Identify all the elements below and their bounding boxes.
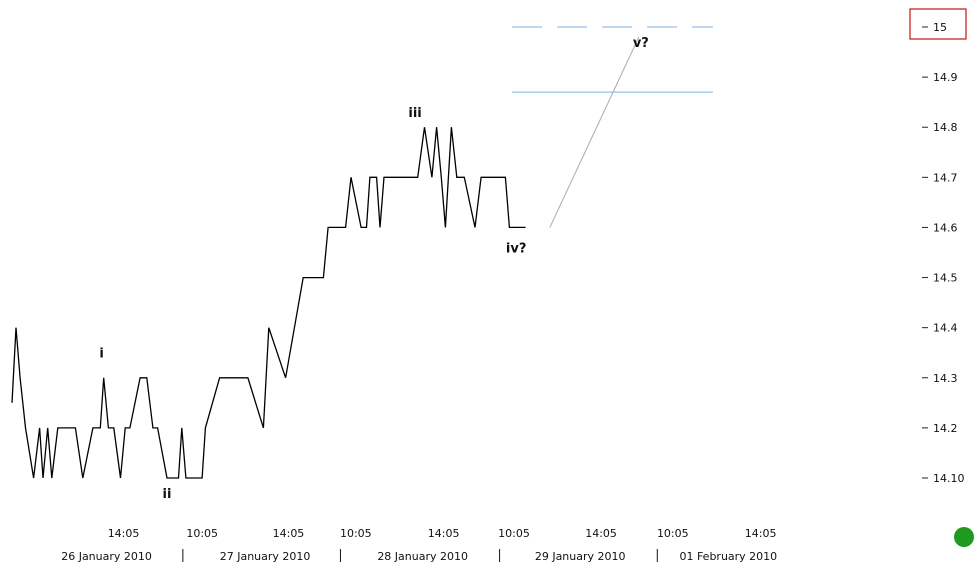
price-series [11,127,526,479]
x-time-label: 10:05 [340,527,372,540]
x-time-label: 10:05 [498,527,530,540]
x-date-label: 01 February 2010 [679,550,777,563]
x-time-label: 14:05 [108,527,140,540]
x-date-label: 27 January 2010 [220,550,311,563]
wave-label: iv? [506,242,526,257]
x-date-label: 28 January 2010 [377,550,468,563]
projection-line-segment [549,36,640,228]
x-time-label: 14:05 [745,527,777,540]
x-axis: 14:05 10:05 14:05 10:05 14:05 10:05 14:05 10:05… [61,527,777,563]
x-time-label: 10:05 [186,527,218,540]
y-tick-label: 14.8 [933,121,958,134]
y-tick-label: 14.9 [933,71,958,84]
y-tick-label: 14.4 [933,322,958,335]
series-line [11,127,526,479]
current-price-box [909,8,967,40]
y-tick-label: 14.7 [933,171,958,184]
x-time-label: 10:05 [657,527,689,540]
x-time-label: 14:05 [273,527,305,540]
x-date-label: 26 January 2010 [61,550,152,563]
x-date-label: 29 January 2010 [535,550,626,563]
projection-line [549,36,640,228]
y-tick-label: 14.3 [933,372,958,385]
y-tick-label: 14.5 [933,272,958,285]
wave-label: ii [163,487,172,502]
wave-label: iii [408,106,421,121]
wave-label: i [99,347,103,362]
wave-label: v? [633,36,649,51]
status-indicator-icon [954,527,974,547]
y-tick-label: 14.10 [933,472,965,485]
x-time-label: 14:05 [428,527,460,540]
guide-lines [512,26,713,93]
y-axis: 15 14.9 14.8 14.7 14.6 14.5 14.4 14.3 14.2 14.10 [909,8,967,485]
x-time-label: 14:05 [585,527,617,540]
y-tick-label: 15 [933,21,947,34]
y-tick-label: 14.2 [933,422,958,435]
y-tick-label: 14.6 [933,221,958,234]
status-area [954,527,974,547]
